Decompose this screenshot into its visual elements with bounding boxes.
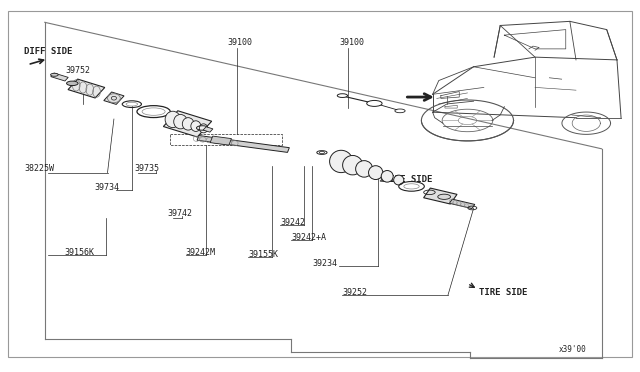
- Ellipse shape: [199, 124, 208, 133]
- Polygon shape: [210, 136, 232, 145]
- Ellipse shape: [337, 94, 348, 97]
- Text: 39156K: 39156K: [64, 248, 94, 257]
- Text: 39752: 39752: [65, 65, 90, 74]
- Text: DIFF SIDE: DIFF SIDE: [24, 47, 73, 56]
- Polygon shape: [51, 73, 68, 81]
- Polygon shape: [163, 111, 212, 137]
- Text: 39252: 39252: [342, 288, 367, 297]
- Ellipse shape: [165, 111, 180, 128]
- Ellipse shape: [394, 175, 404, 185]
- Ellipse shape: [381, 170, 393, 182]
- Ellipse shape: [182, 118, 194, 130]
- Text: 39100: 39100: [228, 38, 253, 46]
- Text: 38225W: 38225W: [24, 164, 54, 173]
- Polygon shape: [424, 188, 457, 204]
- Polygon shape: [449, 199, 475, 209]
- Text: TIRE SIDE: TIRE SIDE: [384, 175, 433, 184]
- Text: TIRE SIDE: TIRE SIDE: [479, 288, 527, 297]
- Polygon shape: [68, 79, 105, 98]
- Ellipse shape: [438, 194, 451, 199]
- Text: 39100: 39100: [339, 38, 364, 46]
- Text: 39242M: 39242M: [186, 248, 216, 257]
- Text: 39242: 39242: [280, 218, 305, 227]
- Polygon shape: [203, 127, 213, 132]
- Polygon shape: [104, 92, 124, 105]
- Text: 39234: 39234: [312, 259, 337, 268]
- Polygon shape: [197, 135, 289, 153]
- Ellipse shape: [51, 73, 58, 76]
- Text: 39155K: 39155K: [248, 250, 278, 259]
- Ellipse shape: [356, 161, 372, 177]
- Text: 39742: 39742: [168, 209, 193, 218]
- Ellipse shape: [367, 100, 382, 106]
- Text: 39734: 39734: [95, 183, 120, 192]
- Text: 39735: 39735: [134, 164, 159, 173]
- Text: x39'00: x39'00: [559, 344, 586, 353]
- Ellipse shape: [369, 166, 383, 180]
- Ellipse shape: [342, 155, 363, 175]
- Ellipse shape: [67, 81, 78, 86]
- Ellipse shape: [191, 121, 201, 131]
- Ellipse shape: [330, 150, 353, 173]
- Text: 39242+A: 39242+A: [291, 233, 326, 242]
- Ellipse shape: [173, 115, 188, 129]
